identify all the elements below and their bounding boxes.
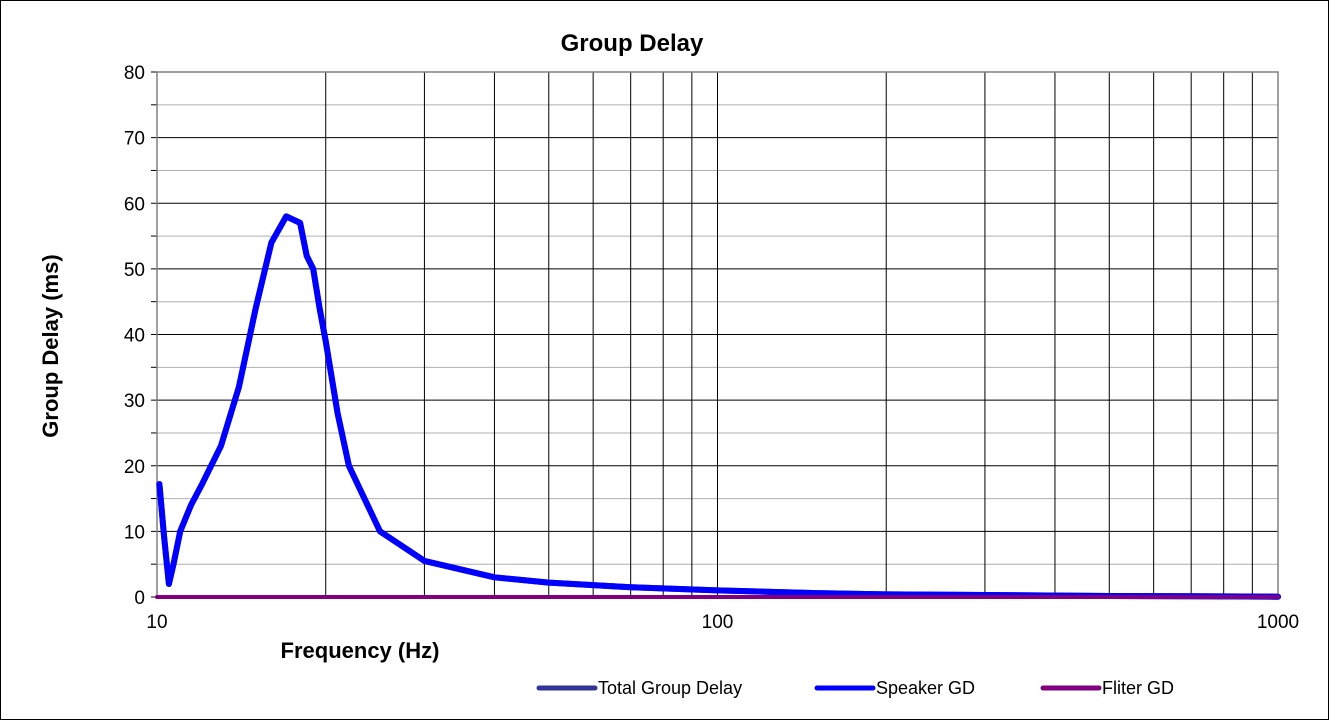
legend-label: Total Group Delay — [598, 678, 742, 698]
x-tick-label: 10 — [146, 612, 167, 633]
y-tick-label: 30 — [124, 391, 145, 412]
y-tick-label: 70 — [124, 129, 145, 150]
grid-lines — [151, 71, 1278, 598]
y-tick-label: 80 — [124, 63, 145, 84]
x-tick-label: 100 — [702, 612, 734, 633]
legend-label: Speaker GD — [876, 678, 975, 698]
series-line-2 — [156, 213, 1281, 600]
x-axis-title: Frequency (Hz) — [281, 638, 440, 663]
y-tick-label: 0 — [134, 588, 145, 609]
y-tick-label: 60 — [124, 194, 145, 215]
y-tick-label: 10 — [124, 522, 145, 543]
x-tick-label: 1000 — [1257, 612, 1299, 633]
series-lines — [155, 213, 1281, 600]
y-tick-label: 50 — [124, 260, 145, 281]
chart-title: Group Delay — [561, 30, 704, 57]
series-line-1 — [156, 213, 1281, 600]
y-tick-label: 20 — [124, 457, 145, 478]
y-axis-title: Group Delay (ms) — [38, 254, 63, 437]
legend-label: Fliter GD — [1102, 678, 1174, 698]
y-tick-label: 40 — [124, 326, 145, 347]
legend: Total Group Delay Speaker GD Fliter GD — [536, 678, 1174, 698]
